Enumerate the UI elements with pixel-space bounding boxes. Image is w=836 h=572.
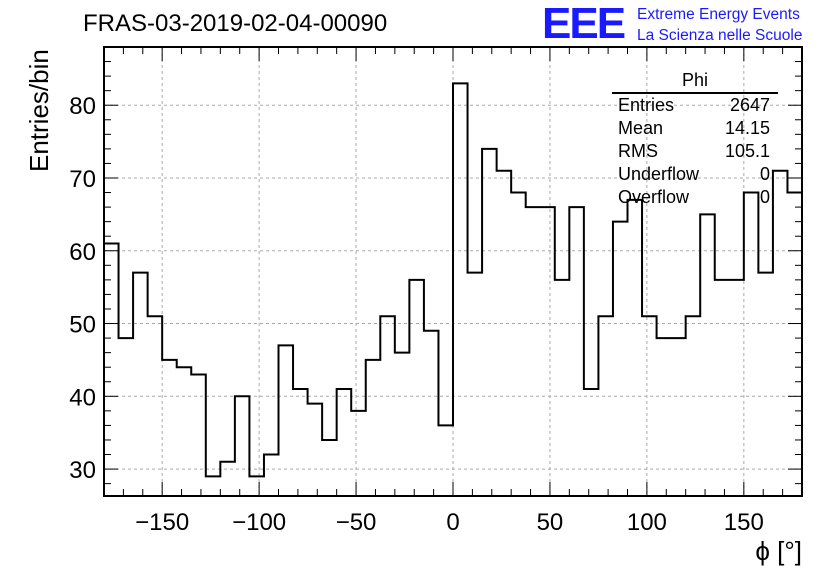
axis-ticks — [104, 46, 802, 496]
eee-logo: EEE — [542, 0, 626, 48]
y-tick-label: 80 — [69, 93, 96, 120]
histogram-line — [104, 68, 803, 478]
stat-row-entries: Entries 2647 — [612, 94, 778, 117]
x-tick-label: 100 — [627, 509, 667, 536]
stat-name: RMS — [618, 141, 658, 161]
y-tick-label: 70 — [69, 166, 96, 193]
stat-row-mean: Mean 14.15 — [612, 117, 778, 140]
stat-value: 105.1 — [724, 141, 770, 161]
y-tick-label: 40 — [69, 384, 96, 411]
y-tick-label: 60 — [69, 239, 96, 266]
tick-labels: −150 −100 −50 0 50 100 150 30 40 50 60 70 80 — [69, 93, 764, 536]
org-name: Extreme Energy Events La Scienza nelle S… — [637, 4, 802, 46]
stat-name: Entries — [618, 95, 675, 115]
org-line-1: Extreme Energy Events — [637, 6, 800, 23]
stat-row-underflow: Underflow 0 — [612, 163, 778, 186]
stats-box: Phi Entries 2647 Mean 14.15 RMS 105.1 Un… — [612, 70, 778, 209]
chart-title: FRAS-03-2019-02-04-00090 — [83, 10, 388, 37]
x-axis-label: ϕ [°] — [755, 536, 802, 566]
y-axis-label: Entries/bin — [24, 49, 54, 172]
stat-value: 14.15 — [724, 118, 770, 138]
stat-name: Overflow — [618, 187, 690, 207]
plot-frame — [103, 46, 803, 497]
x-tick-label: −150 — [135, 509, 189, 536]
stat-name: Underflow — [618, 164, 700, 184]
stat-value: 0 — [759, 187, 770, 207]
stat-name: Mean — [618, 118, 664, 138]
y-tick-label: 30 — [69, 457, 96, 484]
stat-value: 0 — [759, 164, 770, 184]
stat-row-rms: RMS 105.1 — [612, 140, 778, 163]
org-line-2: La Scienza nelle Scuole — [637, 27, 803, 44]
x-tick-label: 50 — [537, 509, 564, 536]
x-tick-label: 0 — [446, 509, 459, 536]
x-tick-label: −50 — [336, 509, 377, 536]
x-tick-label: −100 — [232, 509, 286, 536]
stat-row-overflow: Overflow 0 — [612, 186, 778, 209]
x-tick-label: 150 — [724, 509, 764, 536]
stat-value: 2647 — [729, 95, 770, 115]
stats-title: Phi — [612, 70, 778, 94]
y-tick-label: 50 — [69, 312, 96, 339]
